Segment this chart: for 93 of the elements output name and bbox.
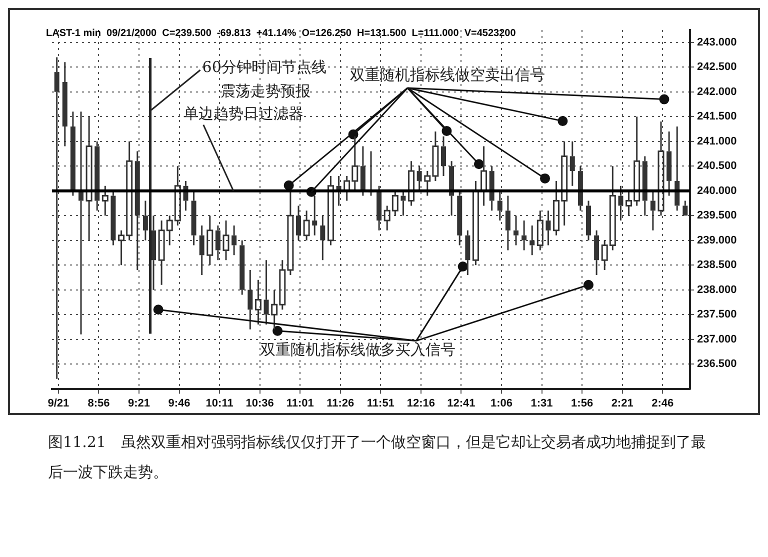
- point: [584, 280, 594, 290]
- candlestick: [449, 160, 454, 216]
- caption: 图11.21 虽然双重相对强弱指标线仅仅打开了一个做空窗口，但是它却让交易者成功地捕捉到了最后一波下跌走势。: [48, 432, 707, 483]
- candlestick: [264, 259, 269, 326]
- candlestick: [666, 130, 672, 197]
- y-tick-label: 241.000: [697, 135, 737, 148]
- x-tick-label: 11:01: [286, 397, 314, 410]
- candlestick: [86, 116, 92, 242]
- candlestick: [94, 140, 100, 212]
- candlestick: [441, 136, 446, 177]
- candlestick: [536, 210, 544, 251]
- y-tick-label: 238.500: [697, 259, 737, 272]
- y-tick-label: 238.000: [697, 284, 737, 296]
- candlestick: [70, 110, 76, 197]
- candlestick: [416, 165, 422, 192]
- candlestick: [54, 56, 60, 380]
- candlestick: [312, 195, 318, 236]
- candlestick: [400, 190, 406, 216]
- candlestick: [102, 185, 108, 216]
- candlestick: [134, 150, 140, 271]
- chart-subtitle: LAST-1 min 09/21/2000 C=239.500 -69.813 +41.14% O=126.250 H=131.500 L=111.000 V=4523200: [46, 28, 516, 39]
- candlestick: [222, 220, 230, 261]
- candlestick: [594, 230, 600, 276]
- x-tick-label: 9:21: [128, 397, 150, 410]
- candlestick: [408, 160, 415, 206]
- annotation: 震荡走势预报: [220, 82, 310, 100]
- candlestick: [240, 240, 245, 296]
- candlestick: [497, 190, 502, 222]
- candlestick: [457, 190, 462, 246]
- y-tick-label: 240.500: [697, 160, 737, 172]
- candlestick: [570, 140, 575, 187]
- x-tick-label: 8:56: [88, 397, 110, 410]
- candlestick: [682, 200, 688, 216]
- candlestick: [232, 224, 237, 256]
- candlestick: [578, 165, 583, 212]
- x-tick-label: 11:26: [326, 397, 354, 410]
- point: [558, 116, 568, 126]
- y-tick-label: 241.500: [697, 110, 737, 123]
- candlestick: [472, 180, 479, 266]
- x-tick-label: 10:11: [206, 397, 234, 410]
- y-tick-label: 237.500: [697, 308, 737, 321]
- y-tick-label: 239.500: [697, 210, 737, 222]
- point: [153, 304, 164, 315]
- candlestick: [642, 155, 648, 216]
- x-tick-label: 9/21: [48, 397, 70, 410]
- point: [540, 173, 550, 184]
- candlestick: [546, 210, 551, 246]
- series-label: 双重随机指标线做多买入信号: [260, 340, 456, 359]
- y-tick-label: 242.000: [697, 86, 737, 98]
- y-tick-label: 243.000: [697, 36, 737, 48]
- x-tick-label: 1:06: [490, 397, 513, 410]
- x-tick-label: 1:31: [530, 397, 553, 410]
- candlestick: [465, 230, 470, 276]
- candlestick: [215, 224, 220, 261]
- x-tick-label: 2:46: [652, 397, 674, 410]
- y-tick-label: 242.500: [697, 61, 737, 74]
- candlestick: [360, 146, 366, 197]
- x-tick-label: 1:56: [571, 397, 594, 410]
- candlestick: [62, 61, 68, 148]
- candlestick: [248, 269, 253, 330]
- candlestick: [191, 190, 196, 246]
- ref-line-label: 60分钟时间节点线: [202, 58, 326, 76]
- x-tick-label: 10:36: [246, 397, 274, 410]
- x-tick-label: 2:21: [611, 397, 634, 410]
- candlestick: [296, 204, 301, 242]
- y-tick-label: 236.500: [697, 358, 737, 370]
- x-tick-label: 11:51: [366, 397, 394, 410]
- candlestick: [142, 200, 148, 242]
- candlestick: [658, 120, 664, 216]
- candlestick: [650, 190, 656, 232]
- candlestick: [320, 214, 326, 261]
- candlestick: [199, 224, 204, 276]
- point: [659, 94, 670, 104]
- candlestick: [530, 224, 535, 256]
- ref-line-label: 单边趋势日过滤器: [183, 104, 304, 123]
- candlestick: [254, 279, 262, 326]
- y-tick-label: 240.000: [697, 184, 737, 197]
- candlestick: [514, 214, 518, 246]
- candlestick: [480, 146, 488, 206]
- x-tick-label: 9:46: [168, 397, 190, 410]
- candlestick: [586, 200, 591, 242]
- y-tick-label: 237.000: [697, 333, 737, 346]
- candlestick: [206, 214, 214, 266]
- x-tick-label: 12:41: [447, 397, 476, 410]
- candlestick: [327, 175, 334, 246]
- candlestick: [618, 185, 624, 222]
- candlestick: [376, 185, 382, 232]
- text: 双重随机指标线做空卖出信号: [350, 66, 546, 84]
- candlestick: [303, 210, 310, 242]
- x-tick-label: 12:16: [406, 397, 436, 410]
- candlestick: [505, 195, 510, 251]
- y-tick-label: 239.000: [697, 234, 737, 246]
- candlestick: [522, 220, 527, 251]
